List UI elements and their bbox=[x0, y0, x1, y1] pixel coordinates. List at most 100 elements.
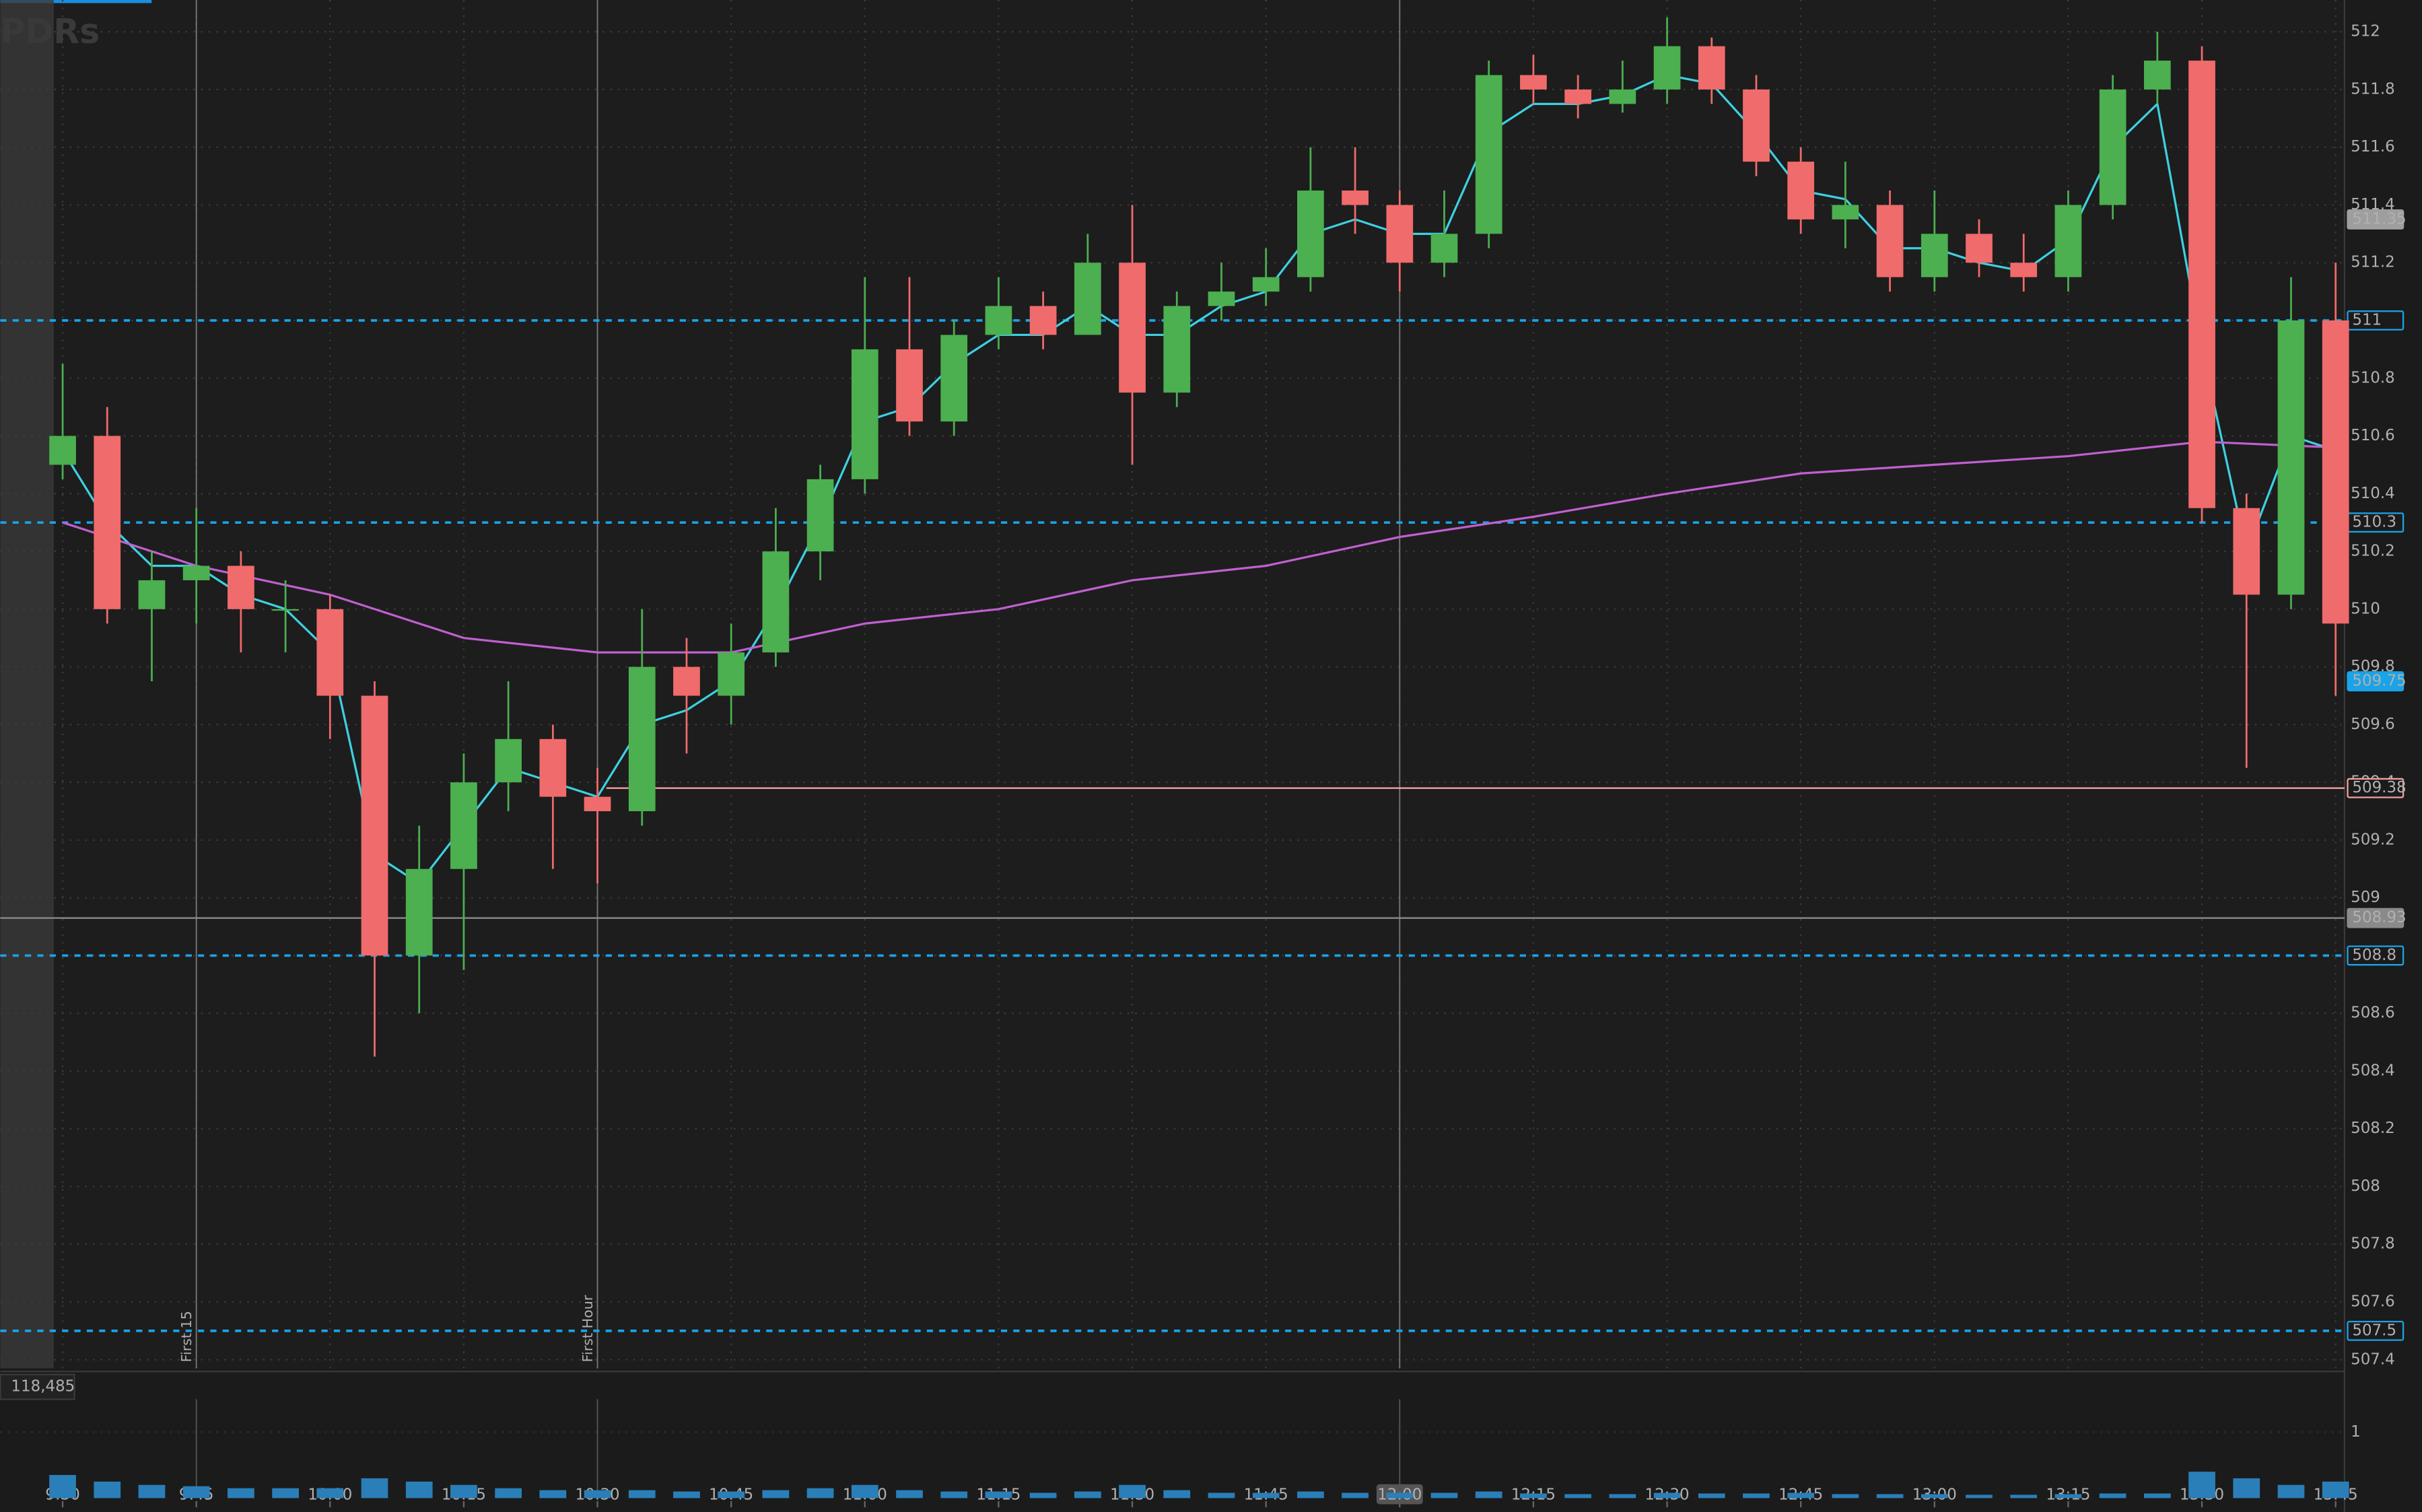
candle-body bbox=[1074, 263, 1101, 335]
level-tag-label: 511 bbox=[2352, 311, 2382, 329]
candle-body bbox=[1921, 234, 1948, 277]
candle-body bbox=[1386, 205, 1414, 263]
volume-bar bbox=[1743, 1493, 1770, 1499]
level-tag bbox=[2347, 209, 2404, 230]
candle-body bbox=[1029, 306, 1057, 335]
candle-body bbox=[182, 565, 210, 580]
candle-body bbox=[1520, 75, 1547, 90]
candle-body bbox=[316, 609, 344, 696]
volume-bar bbox=[628, 1490, 656, 1499]
y-tick-label: 509 bbox=[2351, 889, 2380, 906]
volume-bar bbox=[806, 1488, 834, 1499]
candle-body bbox=[1564, 89, 1592, 104]
volume-bar bbox=[896, 1490, 923, 1499]
level-tag bbox=[2347, 778, 2404, 798]
level-tag-label: 510.3 bbox=[2352, 514, 2396, 531]
y-tick-label: 507.6 bbox=[2351, 1293, 2395, 1311]
y-tick-label: 509.2 bbox=[2351, 831, 2395, 848]
volume-bar bbox=[1564, 1494, 1592, 1499]
volume-bar bbox=[1119, 1484, 1146, 1499]
candle-body bbox=[495, 738, 522, 783]
volume-bar bbox=[940, 1491, 968, 1499]
y-tick-label: 509.6 bbox=[2351, 716, 2395, 733]
level-tag-label: 508.93 bbox=[2352, 909, 2406, 926]
candle-body bbox=[1475, 75, 1502, 234]
candle-body bbox=[628, 666, 656, 812]
volume-tick-label: 1 bbox=[2351, 1423, 2361, 1441]
y-tick-label: 508 bbox=[2351, 1177, 2380, 1195]
candle-body bbox=[1119, 263, 1146, 393]
y-tick-label: 508.2 bbox=[2351, 1120, 2395, 1137]
volume-bar bbox=[1653, 1492, 1681, 1499]
volume-bar bbox=[2010, 1494, 2038, 1499]
candle-body bbox=[2277, 320, 2305, 595]
level-tag-label: 509.75 bbox=[2352, 673, 2406, 690]
level-tag-label: 509.38 bbox=[2352, 779, 2406, 796]
candle-body bbox=[2322, 320, 2349, 624]
volume-bar bbox=[584, 1490, 611, 1499]
candle-body bbox=[94, 436, 121, 609]
candle-body bbox=[896, 349, 923, 422]
volume-bar bbox=[49, 1475, 76, 1499]
volume-bar bbox=[272, 1488, 299, 1499]
volume-bar bbox=[673, 1491, 700, 1499]
level-tag-label: 508.8 bbox=[2352, 947, 2396, 964]
volume-bar bbox=[2277, 1484, 2305, 1499]
volume-bar bbox=[2054, 1494, 2082, 1499]
volume-bar bbox=[1876, 1494, 1904, 1499]
candle-body bbox=[2010, 263, 2038, 277]
indicator-line bbox=[61, 73, 2337, 885]
volume-bar bbox=[762, 1490, 790, 1499]
volume-bar bbox=[1430, 1492, 1458, 1499]
volume-bar bbox=[1520, 1493, 1547, 1499]
candle-body bbox=[1787, 162, 1815, 219]
volume-bar bbox=[985, 1491, 1012, 1499]
volume-bar bbox=[2143, 1493, 2171, 1499]
candle-body bbox=[1208, 291, 1235, 306]
y-tick-label: 510 bbox=[2351, 600, 2380, 617]
volume-bar bbox=[450, 1484, 477, 1499]
candle-body bbox=[2233, 508, 2260, 595]
candle-body bbox=[1743, 89, 1770, 162]
level-tag-label: 507.5 bbox=[2352, 1321, 2396, 1339]
price-pane bbox=[0, 0, 2345, 1369]
candle-body bbox=[762, 551, 790, 653]
candle-body bbox=[138, 580, 166, 609]
y-tick-label: 508.6 bbox=[2351, 1004, 2395, 1022]
candle-body bbox=[940, 335, 968, 422]
candle-body bbox=[272, 609, 299, 611]
volume-bar bbox=[405, 1481, 433, 1499]
volume-bar bbox=[1386, 1492, 1414, 1499]
candle-body bbox=[228, 565, 254, 609]
level-tag bbox=[2347, 945, 2404, 966]
y-tick-label: 507.8 bbox=[2351, 1235, 2395, 1253]
candle-body bbox=[2188, 61, 2215, 508]
marker-label: First 15 bbox=[178, 1311, 195, 1362]
level-tag bbox=[2347, 671, 2404, 691]
candle-body bbox=[1609, 89, 1636, 104]
candle-body bbox=[450, 782, 477, 869]
candle-body bbox=[1698, 46, 1725, 90]
volume-bar bbox=[851, 1484, 878, 1499]
volume-bar bbox=[1475, 1491, 1502, 1499]
volume-bar bbox=[1698, 1493, 1725, 1499]
volume-bar bbox=[1074, 1491, 1101, 1499]
volume-bar bbox=[228, 1488, 254, 1499]
candle-body bbox=[673, 666, 700, 696]
volume-bar bbox=[1966, 1494, 1993, 1499]
candle-body bbox=[49, 436, 76, 465]
candle-body bbox=[1653, 46, 1681, 90]
volume-bar bbox=[495, 1488, 522, 1499]
volume-bar bbox=[316, 1488, 344, 1499]
candle-body bbox=[1430, 234, 1458, 263]
volume-bar bbox=[1163, 1490, 1191, 1499]
premarket-shade bbox=[0, 0, 54, 1369]
candle-body bbox=[361, 695, 388, 956]
volume-bar bbox=[1208, 1492, 1235, 1499]
candle-body bbox=[1876, 205, 1904, 277]
volume-bar bbox=[718, 1491, 745, 1499]
candle-body bbox=[1252, 277, 1280, 292]
candle-body bbox=[718, 652, 745, 696]
